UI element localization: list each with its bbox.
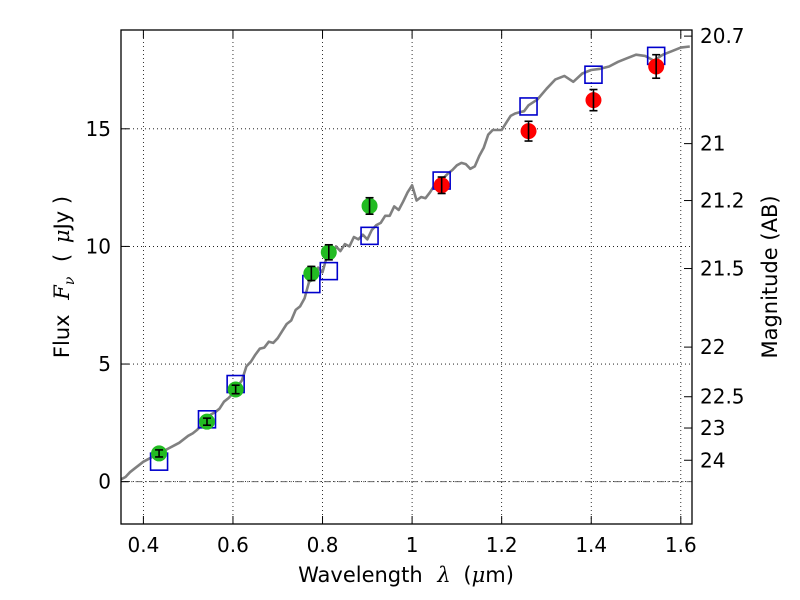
x-tick-label-6: 1.6: [665, 533, 697, 557]
x-tick-label-5: 1.4: [575, 533, 607, 557]
model-band-square-8: [584, 65, 603, 84]
plot-area: [121, 45, 690, 481]
magnitude-tick-label-6: 23: [700, 416, 725, 440]
x-axis-unit-open: (: [463, 563, 471, 587]
y-axis-symbol: F: [50, 284, 74, 301]
y-tick-label-3: 15: [86, 117, 111, 141]
y-axis-unit-mu: μ: [50, 229, 74, 243]
photometry-layer: [151, 53, 665, 462]
magnitude-tick-label-1: 21: [700, 132, 725, 156]
magnitude-tick-label-7: 24: [700, 448, 725, 472]
y-axis-unit-rest: Jy ): [50, 196, 74, 232]
x-tick-label-1: 0.6: [217, 533, 249, 557]
model-band-square-7: [519, 97, 538, 116]
x-axis-unit-rest: m): [485, 563, 514, 587]
x-tick-label-3: 1: [406, 533, 419, 557]
y-axis-title-text: Flux: [50, 314, 74, 358]
y-axis-unit-open: (: [50, 254, 74, 262]
y-tick-label-1: 5: [98, 352, 111, 376]
y-tick-label-2: 10: [86, 234, 111, 258]
x-tick-label-2: 0.8: [307, 533, 339, 557]
magnitude-tick-label-5: 22.5: [700, 385, 745, 409]
plot-frame: [120, 29, 693, 525]
x-axis-title: Wavelength λ (μm): [298, 563, 514, 587]
y-tick-label-0: 0: [98, 470, 111, 494]
model-band-square-5: [360, 226, 379, 246]
x-axis-unit-mu: μ: [472, 563, 486, 587]
x-tick-label-0: 0.4: [127, 533, 159, 557]
model-band-square-4: [319, 261, 339, 281]
y2-axis-title: Magnitude (AB): [758, 195, 782, 358]
y-axis-symbol-sub: ν: [62, 276, 78, 285]
x-tick-label-4: 1.2: [486, 533, 518, 557]
magnitude-tick-label-0: 20.7: [700, 24, 745, 48]
magnitude-tick-label-2: 21.2: [700, 189, 745, 213]
axis-ticks: 0.4 0.6 0.8 1 1.2 1.4 1.6 0 5 10 15 20.7 21 21.2 21.5 2…: [86, 24, 745, 557]
x-axis-symbol: λ: [436, 563, 450, 587]
y-axis-title: Flux Fν ( μJy ): [50, 196, 79, 358]
magnitude-tick-label-4: 22: [700, 335, 725, 359]
magnitude-tick-label-3: 21.5: [700, 257, 745, 281]
x-axis-title-text: Wavelength: [298, 563, 423, 587]
